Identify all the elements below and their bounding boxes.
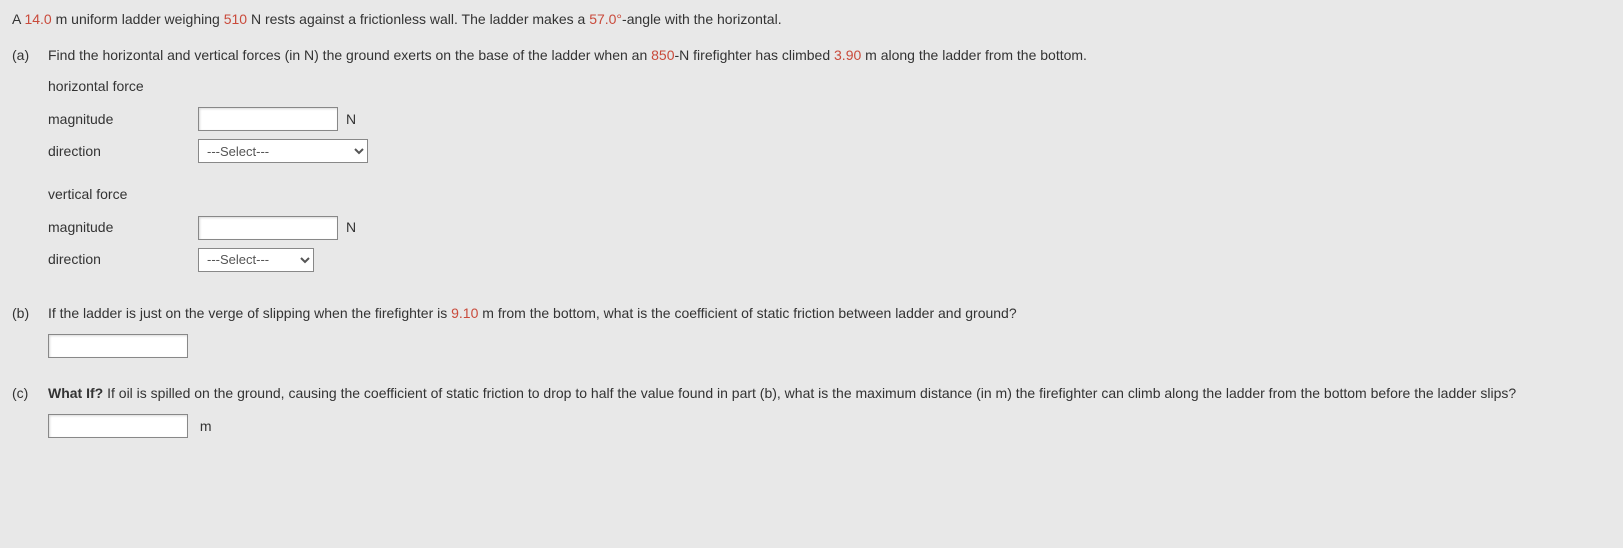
part-a-q-prefix: Find the horizontal and vertical forces … [48,47,651,63]
max-distance-input[interactable] [48,414,188,438]
part-b-question: If the ladder is just on the verge of sl… [48,302,1611,324]
part-c-label: (c) [12,382,48,452]
horiz-direction-row: direction ---Select--- [48,139,1611,163]
part-a-q-mid: -N firefighter has climbed [675,47,835,63]
part-b-content: If the ladder is just on the verge of sl… [48,302,1611,372]
part-c: (c) What If? If oil is spilled on the gr… [12,382,1611,452]
part-a-val2: 3.90 [834,47,861,63]
intro-mid1: m uniform ladder weighing [52,11,224,27]
part-b-val1: 9.10 [451,305,478,321]
part-c-input-row: m [48,414,1611,438]
intro-val3: 57.0° [589,11,622,27]
vert-magnitude-input[interactable] [198,216,338,240]
vert-magnitude-row: magnitude N [48,216,1611,240]
intro-mid2: N rests against a frictionless wall. The… [247,11,589,27]
unit-m: m [200,418,212,434]
horizontal-force-label: horizontal force [48,75,1611,97]
horizontal-force-block: horizontal force magnitude N direction -… [48,75,1611,163]
part-a-question: Find the horizontal and vertical forces … [48,44,1611,66]
part-a: (a) Find the horizontal and vertical for… [12,44,1611,291]
vertical-force-block: vertical force magnitude N direction ---… [48,183,1611,271]
vertical-force-label: vertical force [48,183,1611,205]
intro-val2: 510 [224,11,247,27]
part-c-content: What If? If oil is spilled on the ground… [48,382,1611,452]
part-b-q-suffix: m from the bottom, what is the coefficie… [478,305,1016,321]
part-a-content: Find the horizontal and vertical forces … [48,44,1611,291]
magnitude-label: magnitude [48,108,198,130]
intro-suffix: -angle with the horizontal. [622,11,782,27]
part-b-q-prefix: If the ladder is just on the verge of sl… [48,305,451,321]
part-c-bold: What If? [48,385,103,401]
horiz-magnitude-row: magnitude N [48,107,1611,131]
part-b: (b) If the ladder is just on the verge o… [12,302,1611,372]
part-a-label: (a) [12,44,48,291]
unit-n-2: N [346,216,356,238]
horiz-direction-select[interactable]: ---Select--- [198,139,368,163]
magnitude-label-2: magnitude [48,216,198,238]
intro-text: A [12,11,24,27]
part-c-q-text: If oil is spilled on the ground, causing… [103,385,1516,401]
vert-direction-select[interactable]: ---Select--- [198,248,314,272]
unit-n: N [346,108,356,130]
part-a-val1: 850 [651,47,674,63]
direction-label: direction [48,140,198,162]
horiz-magnitude-input[interactable] [198,107,338,131]
direction-label-2: direction [48,248,198,270]
part-a-q-suffix: m along the ladder from the bottom. [861,47,1087,63]
problem-intro: A 14.0 m uniform ladder weighing 510 N r… [12,8,1611,30]
part-b-input-row [48,334,1611,358]
intro-val1: 14.0 [24,11,51,27]
friction-coefficient-input[interactable] [48,334,188,358]
vert-direction-row: direction ---Select--- [48,248,1611,272]
part-c-question: What If? If oil is spilled on the ground… [48,382,1611,404]
part-b-label: (b) [12,302,48,372]
